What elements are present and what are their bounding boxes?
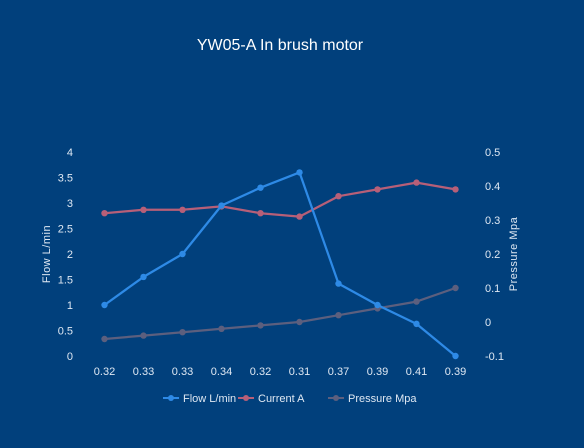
- y-right-tick-label: 0.3: [485, 215, 500, 227]
- x-tick-label: 0.37: [328, 366, 349, 378]
- data-point-flow-l-min: [140, 273, 147, 281]
- series-line-pressure-mpa: [104, 286, 456, 341]
- y-axis-right-ticks: -0.1 0 0.1 0.2 0.3 0.4 0.5: [485, 147, 504, 363]
- data-point-pressure-mpa: [179, 329, 186, 336]
- y-left-tick-label: 0: [67, 351, 73, 363]
- data-point-current-a: [296, 213, 303, 220]
- y-right-tick-label: 0.2: [485, 249, 500, 261]
- series-layer: [101, 169, 459, 360]
- x-tick-label: 0.39: [445, 366, 466, 378]
- data-point-pressure-mpa: [296, 318, 303, 326]
- y-axis-right-label: Pressure Mpa: [508, 216, 520, 291]
- chart-title: YW05-A In brush motor: [197, 37, 364, 54]
- series-flow-l-min: [101, 169, 459, 360]
- data-point-flow-l-min: [335, 280, 342, 287]
- series-current-a: [101, 179, 459, 220]
- legend-label: Flow L/min: [183, 393, 236, 405]
- y-left-tick-label: 3.5: [58, 173, 73, 185]
- series-line-current-a: [104, 181, 456, 218]
- y-left-tick-label: 0.5: [58, 326, 73, 338]
- y-axis-left-label: Flow L/min: [41, 225, 53, 283]
- x-tick-label: 0.41: [406, 366, 427, 378]
- y-right-tick-label: 0.1: [485, 283, 500, 295]
- legend: Flow L/min Current A Pressure Mpa: [163, 393, 417, 405]
- data-point-current-a: [413, 179, 420, 186]
- data-point-pressure-mpa: [140, 332, 147, 339]
- y-left-tick-label: 2.5: [58, 224, 73, 236]
- data-point-flow-l-min: [374, 301, 381, 309]
- data-point-pressure-mpa: [452, 284, 459, 292]
- data-point-current-a: [101, 210, 108, 217]
- data-point-current-a: [452, 186, 459, 193]
- legend-marker: [333, 395, 339, 401]
- data-point-pressure-mpa: [218, 325, 225, 332]
- data-point-pressure-mpa: [101, 335, 108, 343]
- x-axis-ticks: 0.32 0.33 0.33 0.34 0.32 0.31 0.37 0.39 0.41 0.39: [94, 366, 466, 378]
- data-point-pressure-mpa: [257, 322, 264, 329]
- legend-label: Pressure Mpa: [348, 393, 417, 405]
- y-left-tick-label: 3: [67, 198, 73, 210]
- x-tick-label: 0.32: [94, 366, 115, 378]
- legend-marker: [168, 395, 174, 401]
- x-tick-label: 0.34: [211, 366, 232, 378]
- y-left-tick-label: 2: [67, 249, 73, 261]
- data-point-flow-l-min: [452, 352, 459, 360]
- series-pressure-mpa: [101, 284, 459, 343]
- data-point-current-a: [335, 193, 342, 200]
- x-tick-label: 0.33: [133, 366, 154, 378]
- x-tick-label: 0.39: [367, 366, 388, 378]
- data-point-pressure-mpa: [335, 312, 342, 319]
- data-point-pressure-mpa: [413, 298, 420, 305]
- x-tick-label: 0.33: [172, 366, 193, 378]
- data-point-current-a: [140, 206, 147, 213]
- data-point-flow-l-min: [413, 320, 420, 328]
- y-left-tick-label: 4: [67, 147, 73, 159]
- y-right-tick-label: 0.5: [485, 147, 500, 159]
- y-right-tick-label: 0.4: [485, 181, 500, 193]
- y-right-tick-label: 0: [485, 317, 491, 329]
- legend-label: Current A: [258, 393, 305, 405]
- legend-marker: [243, 395, 249, 401]
- y-left-tick-label: 1.5: [58, 275, 73, 287]
- data-point-flow-l-min: [296, 169, 303, 176]
- data-point-flow-l-min: [101, 301, 108, 309]
- data-point-flow-l-min: [179, 250, 186, 258]
- data-point-current-a: [374, 186, 381, 193]
- y-right-tick-label: -0.1: [485, 351, 504, 363]
- x-tick-label: 0.31: [289, 366, 310, 378]
- data-point-flow-l-min: [218, 202, 225, 209]
- data-point-current-a: [257, 210, 264, 217]
- y-left-tick-label: 1: [67, 300, 73, 312]
- x-tick-label: 0.32: [250, 366, 271, 378]
- y-axis-left-ticks: 0 0.5 1 1.5 2 2.5 3 3.5 4: [58, 147, 73, 363]
- data-point-flow-l-min: [257, 184, 264, 191]
- series-line-flow-l-min: [103, 171, 457, 357]
- data-point-current-a: [179, 206, 186, 213]
